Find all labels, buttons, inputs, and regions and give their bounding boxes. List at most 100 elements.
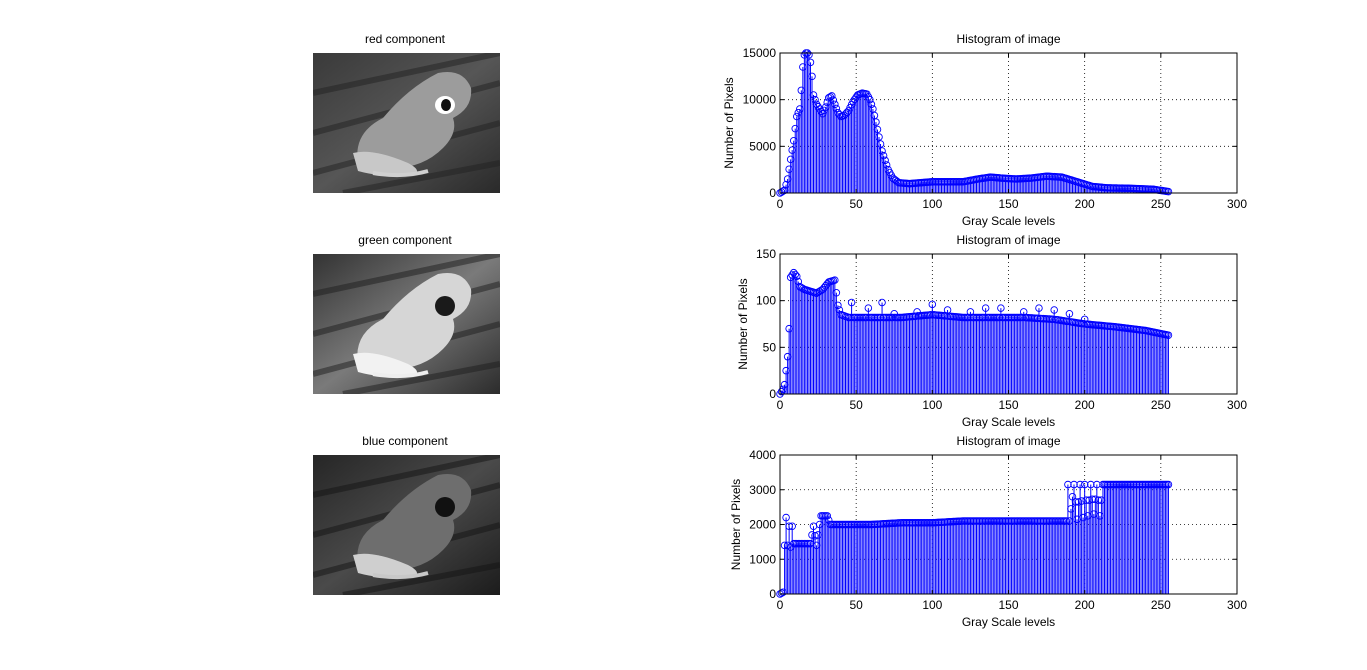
- stem-marker: [882, 161, 891, 169]
- stem-marker: [873, 125, 882, 134]
- x-tick-label: 250: [1151, 398, 1171, 412]
- x-axis-label: Gray Scale levels: [962, 214, 1055, 228]
- x-tick-label: 0: [777, 598, 784, 612]
- y-axis-label: Number of Pixels: [722, 77, 736, 168]
- stem-marker: [981, 304, 990, 312]
- x-tick-label: 0: [777, 398, 784, 412]
- x-tick-label: 100: [922, 398, 942, 412]
- y-tick-label: 4000: [749, 448, 776, 462]
- x-tick-label: 50: [849, 398, 863, 412]
- image-title-3: blue component: [362, 434, 448, 448]
- stem-marker: [875, 133, 883, 141]
- blue-component-image: [313, 455, 500, 595]
- x-tick-label: 150: [998, 398, 1018, 412]
- x-tick-label: 150: [998, 197, 1018, 211]
- stem-marker: [1018, 313, 1026, 322]
- y-tick-label: 1000: [749, 552, 776, 566]
- chart-title: Histogram of image: [956, 233, 1060, 247]
- stem-marker: [1033, 314, 1042, 323]
- stem-marker: [808, 531, 816, 539]
- stem-marker: [831, 276, 839, 284]
- stem-marker: [834, 301, 842, 310]
- histogram-1: 0 50 100 150 200 250 300 0 5000 10000 15000 Histogr…: [722, 32, 1247, 228]
- y-tick-label: 15000: [743, 46, 777, 60]
- x-tick-label: 100: [922, 598, 942, 612]
- image-title-2: green component: [358, 233, 452, 247]
- y-tick-label: 150: [756, 247, 776, 261]
- stem-marker: [1019, 308, 1028, 316]
- x-tick-label: 200: [1075, 598, 1095, 612]
- stem-marker: [1035, 304, 1043, 312]
- stem-series: [776, 49, 1173, 197]
- stem-series: [776, 268, 1173, 398]
- stem-marker: [811, 95, 819, 104]
- stem-marker: [1065, 309, 1074, 318]
- chart-title: Histogram of image: [956, 434, 1060, 448]
- stem-marker: [832, 288, 841, 297]
- stem-marker: [1080, 480, 1089, 489]
- y-tick-label: 100: [756, 294, 776, 308]
- stem-marker: [1070, 480, 1078, 489]
- stem-marker: [1164, 331, 1173, 339]
- y-tick-label: 50: [763, 340, 777, 354]
- stem-marker: [1093, 480, 1101, 489]
- x-axis-label: Gray Scale levels: [962, 615, 1055, 629]
- stem-marker: [879, 151, 888, 160]
- stem-series: [776, 480, 1173, 598]
- x-tick-label: 250: [1151, 197, 1171, 211]
- stem-marker: [1164, 480, 1173, 489]
- stem-marker: [966, 308, 975, 316]
- x-axis-label: Gray Scale levels: [962, 415, 1055, 429]
- stem-marker: [806, 58, 815, 67]
- stem-marker: [1076, 480, 1084, 489]
- stem-marker: [1079, 320, 1087, 328]
- x-tick-label: 200: [1075, 398, 1095, 412]
- y-tick-label: 10000: [743, 93, 777, 107]
- x-tick-label: 250: [1151, 598, 1171, 612]
- stem-marker: [878, 298, 886, 307]
- y-tick-label: 2000: [749, 518, 776, 532]
- x-tick-label: 0: [777, 197, 784, 211]
- stem-marker: [997, 304, 1005, 312]
- y-tick-label: 0: [769, 186, 776, 200]
- stem-marker: [1164, 187, 1173, 196]
- y-tick-label: 0: [769, 587, 776, 601]
- y-tick-label: 5000: [749, 139, 776, 153]
- stem-marker: [1064, 480, 1072, 489]
- stem-marker: [878, 147, 886, 155]
- y-axis-label: Number of Pixels: [729, 479, 743, 570]
- stem-marker: [808, 72, 816, 81]
- x-tick-label: 100: [922, 197, 942, 211]
- stem-marker: [793, 272, 801, 281]
- stem-marker: [788, 522, 796, 530]
- stem-marker: [881, 156, 889, 165]
- stem-marker: [872, 118, 880, 126]
- histogram-3: 0 50 100 150 200 250 30001000200030004000Histo…: [729, 434, 1247, 629]
- x-tick-label: 50: [849, 197, 863, 211]
- image-title-1: red component: [364, 32, 446, 46]
- red-component-image: [313, 53, 500, 193]
- histogram-2: 0 50 100 150 200 250 300 0 50 100 150 Histogram of …: [736, 233, 1247, 429]
- stem-marker: [794, 277, 803, 286]
- stem-marker: [809, 91, 818, 99]
- x-tick-label: 300: [1227, 598, 1247, 612]
- y-tick-label: 3000: [749, 483, 776, 497]
- y-axis-label: Number of Pixels: [736, 278, 750, 369]
- stem-marker: [876, 140, 885, 148]
- x-tick-label: 50: [849, 598, 863, 612]
- stem-marker: [831, 100, 839, 109]
- green-component-image: [313, 254, 500, 394]
- x-tick-label: 300: [1227, 197, 1247, 211]
- y-tick-label: 0: [769, 387, 776, 401]
- stem-marker: [847, 298, 856, 307]
- stem-marker: [866, 95, 874, 104]
- stem-marker: [805, 51, 813, 59]
- stem-marker: [829, 96, 838, 104]
- stem-marker: [823, 512, 831, 520]
- stem-marker: [791, 270, 799, 279]
- stem-marker: [828, 92, 836, 100]
- stem-marker: [867, 100, 876, 109]
- stem-marker: [782, 513, 790, 522]
- x-tick-label: 200: [1075, 197, 1095, 211]
